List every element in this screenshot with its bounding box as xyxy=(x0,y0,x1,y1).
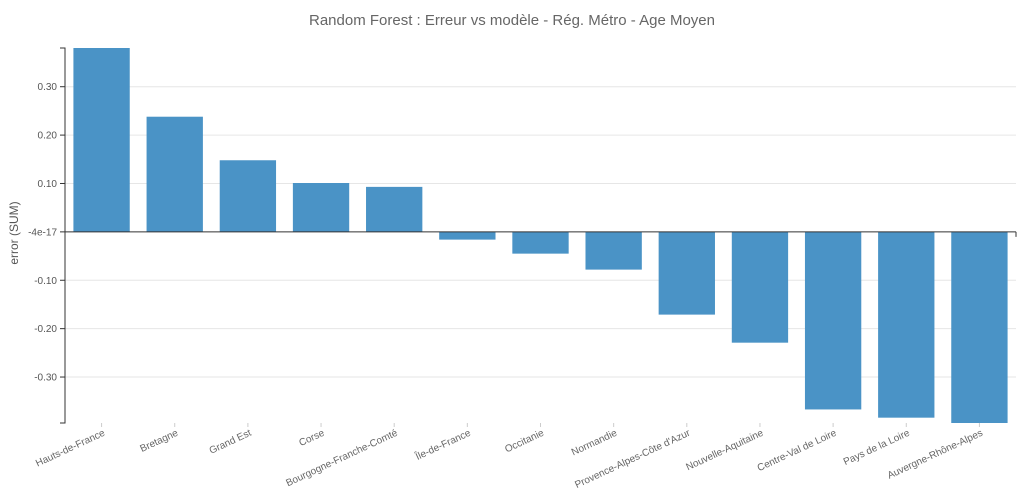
x-tick-label: Bretagne xyxy=(139,428,181,455)
x-tick-label: Occitanie xyxy=(503,428,546,456)
bar-grand-est[interactable] xyxy=(219,160,277,232)
bar--le-de-france[interactable] xyxy=(439,231,496,240)
bar-auvergne-rh-ne-alpes[interactable] xyxy=(951,231,1008,423)
x-tick-label: Île-de-France xyxy=(412,426,473,464)
bar-bretagne[interactable] xyxy=(146,116,203,232)
y-tick-label: 0.20 xyxy=(38,131,58,142)
bar-occitanie[interactable] xyxy=(512,231,569,254)
bar-centre-val-de-loire[interactable] xyxy=(804,231,862,410)
y-tick-label: -0.20 xyxy=(34,324,57,335)
y-tick-label: -0.10 xyxy=(34,276,57,287)
y-tick-label: -4e-17 xyxy=(28,227,57,238)
bar-hauts-de-france[interactable] xyxy=(73,48,130,232)
x-tick-label: Pays de la Loire xyxy=(842,428,912,468)
axes xyxy=(60,47,1017,424)
x-tick-label: Nouvelle-Aquitaine xyxy=(684,428,765,474)
bar-nouvelle-aquitaine[interactable] xyxy=(731,231,789,343)
x-tick-label: Hauts-de-France xyxy=(34,428,107,470)
bar-normandie[interactable] xyxy=(585,231,642,270)
bars xyxy=(73,48,1008,423)
x-tick-label: Centre-Val de Loire xyxy=(756,428,839,474)
x-tick-label: Grand Est xyxy=(208,428,254,457)
x-tick-label: Provence-Alpes-Côte d'Azur xyxy=(573,427,692,490)
y-axis-label: error (SUM) xyxy=(7,201,21,264)
bar-provence-alpes-c-te-d-azur[interactable] xyxy=(658,231,715,315)
y-tick-label: -0.30 xyxy=(34,373,57,384)
y-axis-line xyxy=(60,47,66,424)
chart-title: Random Forest : Erreur vs modèle - Rég. … xyxy=(309,12,715,29)
bar-bourgogne-franche-comt-[interactable] xyxy=(366,186,423,232)
y-axis-ticks: 0.30 0.20 0.10 -4e-17 -0.10 -0.20 -0.30 xyxy=(28,82,65,384)
x-tick-label: Normandie xyxy=(570,428,619,459)
x-axis-ticks: Hauts-de-France Bretagne Grand Est CorseBou… xyxy=(34,423,985,491)
y-tick-label: 0.30 xyxy=(38,82,58,93)
bar-pays-de-la-loire[interactable] xyxy=(878,231,935,418)
bar-corse[interactable] xyxy=(292,183,350,232)
y-tick-label: 0.10 xyxy=(38,179,58,190)
x-tick-label: Corse xyxy=(297,428,326,449)
